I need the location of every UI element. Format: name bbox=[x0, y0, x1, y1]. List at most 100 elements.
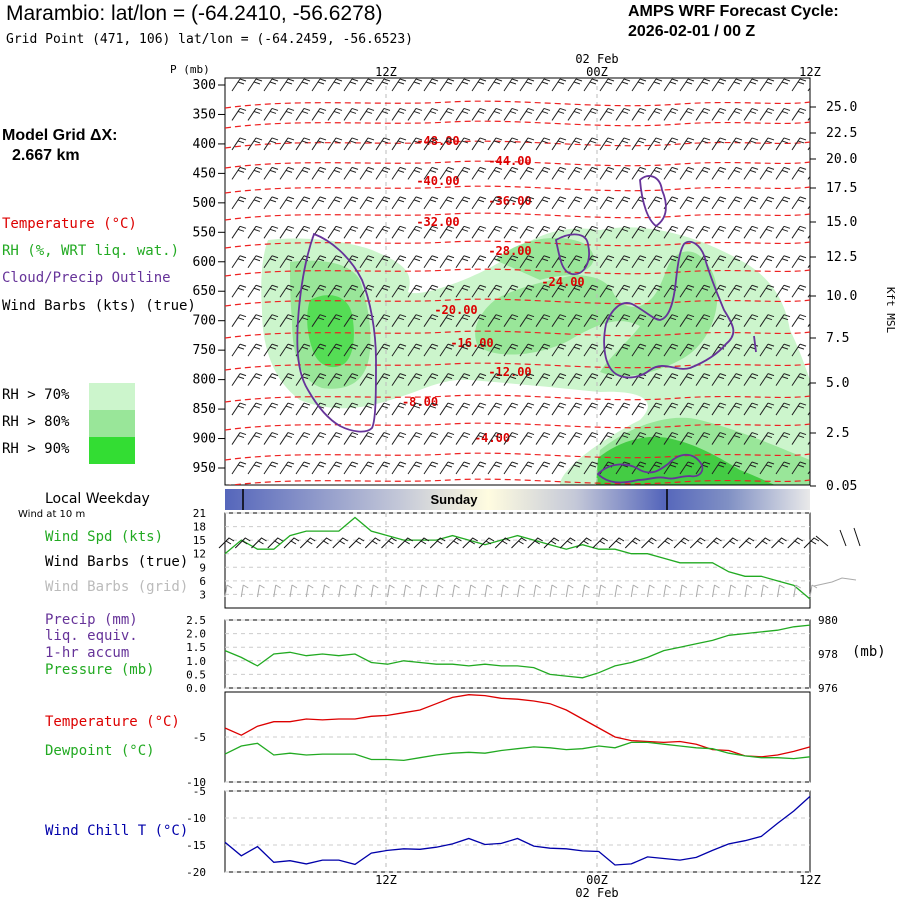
wind-barb bbox=[359, 166, 375, 180]
wind-barb bbox=[695, 137, 711, 151]
wind-barb bbox=[503, 461, 519, 475]
surface-barb-true bbox=[608, 537, 625, 549]
wind-barb bbox=[359, 284, 375, 298]
wind-barb bbox=[327, 107, 343, 121]
wind-barb bbox=[279, 461, 295, 475]
wind-barb bbox=[327, 314, 343, 327]
wind-barb bbox=[455, 284, 471, 298]
wind-barb bbox=[391, 137, 407, 151]
wind-barb bbox=[263, 225, 279, 239]
wind-10m-label: Wind at 10 m bbox=[18, 509, 86, 520]
wind-barb bbox=[407, 137, 423, 151]
surface-barb-true bbox=[251, 537, 267, 549]
wind-barb bbox=[343, 373, 359, 386]
wind-barb bbox=[247, 196, 263, 210]
wind-barb bbox=[231, 343, 247, 357]
panel-ytick-label: 15 bbox=[193, 534, 206, 547]
wind-barb bbox=[439, 402, 455, 416]
wind-barb bbox=[551, 314, 567, 327]
panel-ytick-label: 1.0 bbox=[186, 655, 206, 668]
wind-barb bbox=[327, 196, 343, 210]
wind-barb bbox=[295, 166, 311, 180]
wind-barb bbox=[743, 284, 759, 298]
wind-barb bbox=[807, 293, 810, 298]
wind-barb bbox=[519, 137, 535, 151]
panel-ytick-label: 12 bbox=[193, 548, 206, 561]
wind-barb bbox=[551, 343, 567, 357]
wind-barb bbox=[775, 432, 791, 445]
wind-barb bbox=[263, 373, 279, 386]
wind-barb bbox=[327, 255, 343, 269]
wind-barb bbox=[535, 432, 551, 445]
wind-barb bbox=[615, 314, 631, 327]
isotherm-line-13 bbox=[225, 452, 810, 461]
wind-barb bbox=[279, 78, 295, 92]
day-band-label: Sunday bbox=[431, 492, 479, 507]
wind-barb bbox=[519, 225, 535, 239]
wind-barb bbox=[695, 461, 711, 475]
wind-barb bbox=[679, 432, 695, 445]
wind-barb bbox=[295, 461, 311, 475]
panel-ytick-label: -5 bbox=[193, 731, 206, 744]
isotherm-label: -32.00 bbox=[416, 215, 459, 229]
wind-barb bbox=[743, 78, 759, 92]
wind-barb bbox=[519, 255, 535, 269]
wind-barb bbox=[807, 322, 810, 327]
surface-barb-grid bbox=[695, 584, 704, 598]
wind-barb bbox=[375, 196, 391, 210]
wind-barb bbox=[423, 255, 439, 269]
bottom-date: 02 Feb bbox=[575, 886, 618, 900]
wind-barb bbox=[503, 284, 519, 298]
panel-ytick-label: -5 bbox=[193, 785, 206, 798]
height-tick-label-8: 5.0 bbox=[826, 376, 849, 391]
pressure-units: (mb) bbox=[852, 644, 886, 660]
wind-barb bbox=[711, 402, 727, 416]
wind-barb bbox=[663, 402, 679, 416]
isotherm-line-14 bbox=[228, 478, 810, 485]
surface-barb-grid bbox=[387, 584, 395, 598]
wind-barb bbox=[679, 166, 695, 180]
pressure-right-tick-label: 980 bbox=[818, 614, 838, 627]
surface-barb-grid bbox=[663, 584, 672, 598]
wind-barb bbox=[711, 314, 727, 327]
isotherm-line-9 bbox=[225, 330, 810, 339]
height-tick-label-6: 10.0 bbox=[826, 289, 857, 304]
wind-barb bbox=[471, 432, 487, 445]
wind-barb bbox=[599, 137, 615, 151]
forecast-cycle: AMPS WRF Forecast Cycle: 2026-02-01 / 00… bbox=[628, 2, 839, 42]
wind-barb bbox=[727, 107, 743, 121]
wind-barb bbox=[439, 373, 455, 386]
wind-barb bbox=[615, 137, 631, 151]
wind-barb bbox=[519, 284, 535, 298]
wind-barb bbox=[327, 225, 343, 239]
wind-barb bbox=[791, 166, 807, 180]
wind-barb bbox=[487, 78, 503, 92]
wind-barb bbox=[487, 314, 503, 327]
wind-barb bbox=[311, 284, 327, 298]
wind-barb bbox=[391, 402, 407, 416]
surface-barb-true bbox=[429, 537, 446, 549]
wind-barb bbox=[567, 78, 583, 92]
wind-barb bbox=[503, 78, 519, 92]
cloud-outline-north bbox=[639, 175, 667, 228]
model-grid-value: 2.667 km bbox=[12, 147, 80, 164]
wind-barb bbox=[279, 255, 295, 269]
wind-barb bbox=[711, 461, 727, 475]
wind-barb bbox=[679, 78, 695, 92]
temperature-line bbox=[224, 694, 811, 758]
isotherm-line-12 bbox=[225, 422, 810, 431]
pressure-label: Pressure (mb) bbox=[45, 662, 155, 678]
isotherm-label: -16.00 bbox=[450, 336, 493, 350]
wind-barb bbox=[679, 343, 695, 357]
wind-barb bbox=[455, 314, 471, 327]
wind-barb bbox=[583, 137, 599, 151]
wind-barb bbox=[727, 255, 743, 269]
wind-barb bbox=[791, 314, 807, 327]
wind-barb bbox=[375, 432, 391, 445]
panel-ytick-label: -10 bbox=[186, 812, 206, 825]
wind-barb bbox=[583, 314, 599, 327]
wind-barb bbox=[423, 196, 439, 210]
panel-ytick-label: 9 bbox=[199, 561, 206, 574]
wind-barb bbox=[807, 411, 810, 416]
wind-barb bbox=[791, 343, 807, 357]
